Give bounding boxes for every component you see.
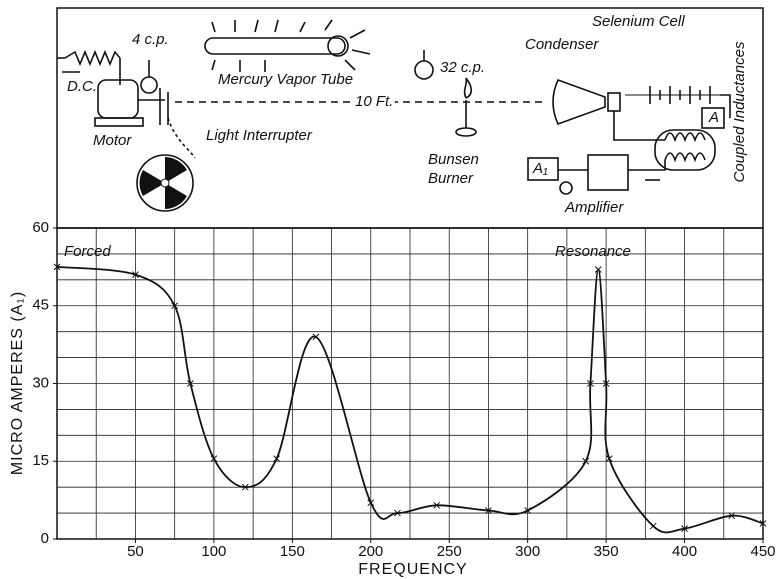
data-point [171,302,179,310]
x-tick-label: 400 [672,543,697,560]
diagram-label: Burner [428,170,474,187]
data-point [602,380,610,387]
data-point [605,455,613,463]
diagram-label: Amplifier [564,199,624,216]
x-tick-label: 450 [750,543,775,560]
diagram-label: Coupled Inductances [731,41,748,182]
chart: 0 15 30 45 60 50 100 150 200 250 300 350 400 450 [32,219,775,560]
y-tick-label: 0 [41,530,49,547]
x-axis-title: FREQUENCY [358,561,467,578]
y-tick-label: 15 [32,452,49,469]
x-tick-label: 350 [594,543,619,560]
diagram-label: 32 c.p. [440,59,485,76]
data-point [524,507,532,514]
data-point [649,522,657,530]
data-point [587,380,594,387]
data-point [53,263,61,271]
data-point [681,525,688,532]
y-axis-title: MICRO AMPERES (A₁) [9,291,26,475]
diagram-label: Selenium Cell [592,13,685,30]
diagram-label: D.C. [67,78,97,95]
data-point [394,509,401,517]
apparatus-sketch [57,19,731,212]
data-point [728,512,735,520]
data-point [241,483,249,491]
annotation: Resonance [555,243,631,260]
diagram-label: Bunsen [428,151,479,168]
y-tick-label: 45 [32,297,49,314]
data-point [759,520,767,527]
x-tick-label: 50 [127,543,144,560]
data-point [210,455,218,463]
data-point [433,501,441,509]
x-tick-label: 250 [437,543,462,560]
x-tick-label: 200 [358,543,383,560]
data-point [187,380,194,387]
data-point [367,499,375,507]
data-point [273,455,280,463]
annotation: Forced [64,243,111,260]
diagram-label: 10 Ft. [355,93,393,110]
data-point [485,507,492,514]
diagram-label: Motor [93,132,132,149]
diagram-label: Light Interrupter [206,127,313,144]
diagram-label: Condenser [525,36,599,53]
x-tick-label: 150 [280,543,305,560]
data-point [312,333,320,341]
diagram-label: A₁ [532,160,548,177]
data-point [132,271,139,279]
x-tick-label: 300 [515,543,540,560]
data-point [582,457,590,465]
y-tick-label: 30 [32,374,49,391]
x-tick-label: 100 [201,543,226,560]
data-point [594,266,602,273]
y-tick-label: 60 [32,219,49,236]
diagram-label: A [708,109,719,126]
diagram-label: Mercury Vapor Tube [218,71,353,88]
data-line [56,265,764,534]
diagram-label: 4 c.p. [132,31,169,48]
